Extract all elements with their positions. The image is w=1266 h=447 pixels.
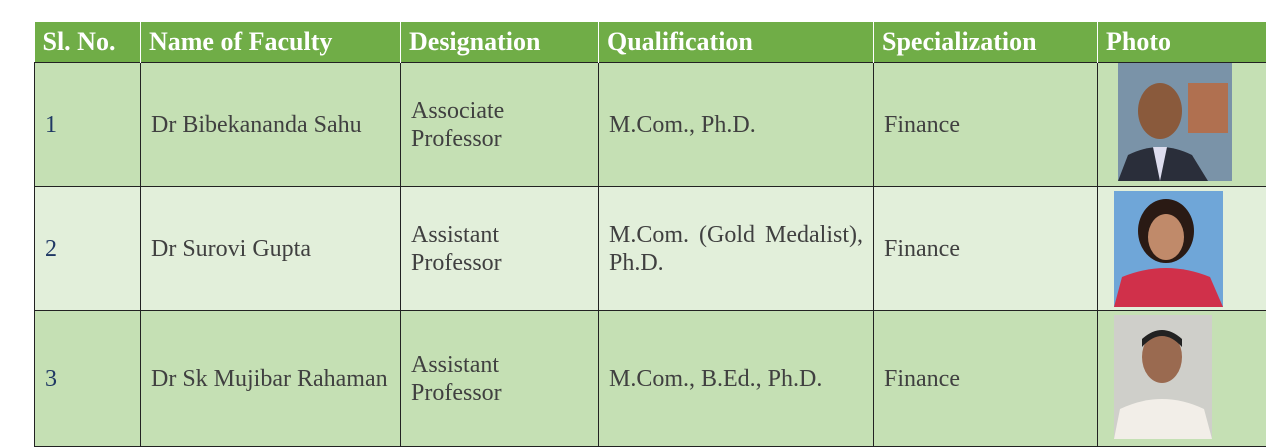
cell: Finance bbox=[874, 187, 1098, 311]
cell: M.Com., Ph.D. bbox=[599, 63, 874, 187]
photo-cell bbox=[1098, 187, 1266, 311]
row: 1 Dr Bibekananda Sahu Associate Professo… bbox=[35, 63, 1266, 187]
cell: 2 bbox=[35, 187, 141, 311]
cell: 1 bbox=[35, 63, 141, 187]
photo-cell bbox=[1098, 311, 1266, 447]
faculty-table: Sl. No. Name of Faculty Designation Qual… bbox=[34, 22, 1266, 447]
cell: Dr Sk Mujibar Rahaman bbox=[141, 311, 401, 447]
cell: M.Com. (Gold Medalist), Ph.D. bbox=[599, 187, 874, 311]
photo bbox=[1098, 63, 1266, 186]
header-cell: Name of Faculty bbox=[141, 22, 401, 63]
cell: Assistant Professor bbox=[401, 187, 599, 311]
cell: M.Com., B.Ed., Ph.D. bbox=[599, 311, 874, 447]
cell: Associate Professor bbox=[401, 63, 599, 187]
header-cell: Qualification bbox=[599, 22, 874, 63]
header-cell: Designation bbox=[401, 22, 599, 63]
header-cell: Sl. No. bbox=[35, 22, 141, 63]
header-cell: Photo bbox=[1098, 22, 1266, 63]
cell: Dr Bibekananda Sahu bbox=[141, 63, 401, 187]
cell: 3 bbox=[35, 311, 141, 447]
photo bbox=[1098, 187, 1266, 310]
row: 3 Dr Sk Mujibar Rahaman Assistant Profes… bbox=[35, 311, 1266, 447]
header-cell: Specialization bbox=[874, 22, 1098, 63]
cell: Assistant Professor bbox=[401, 311, 599, 447]
header-row: Sl. No. Name of Faculty Designation Qual… bbox=[35, 22, 1266, 63]
photo bbox=[1098, 311, 1266, 446]
row: 2 Dr Surovi Gupta Assistant Professor M.… bbox=[35, 187, 1266, 311]
cell: Finance bbox=[874, 63, 1098, 187]
cell: Dr Surovi Gupta bbox=[141, 187, 401, 311]
photo-cell bbox=[1098, 63, 1266, 187]
cell: Finance bbox=[874, 311, 1098, 447]
